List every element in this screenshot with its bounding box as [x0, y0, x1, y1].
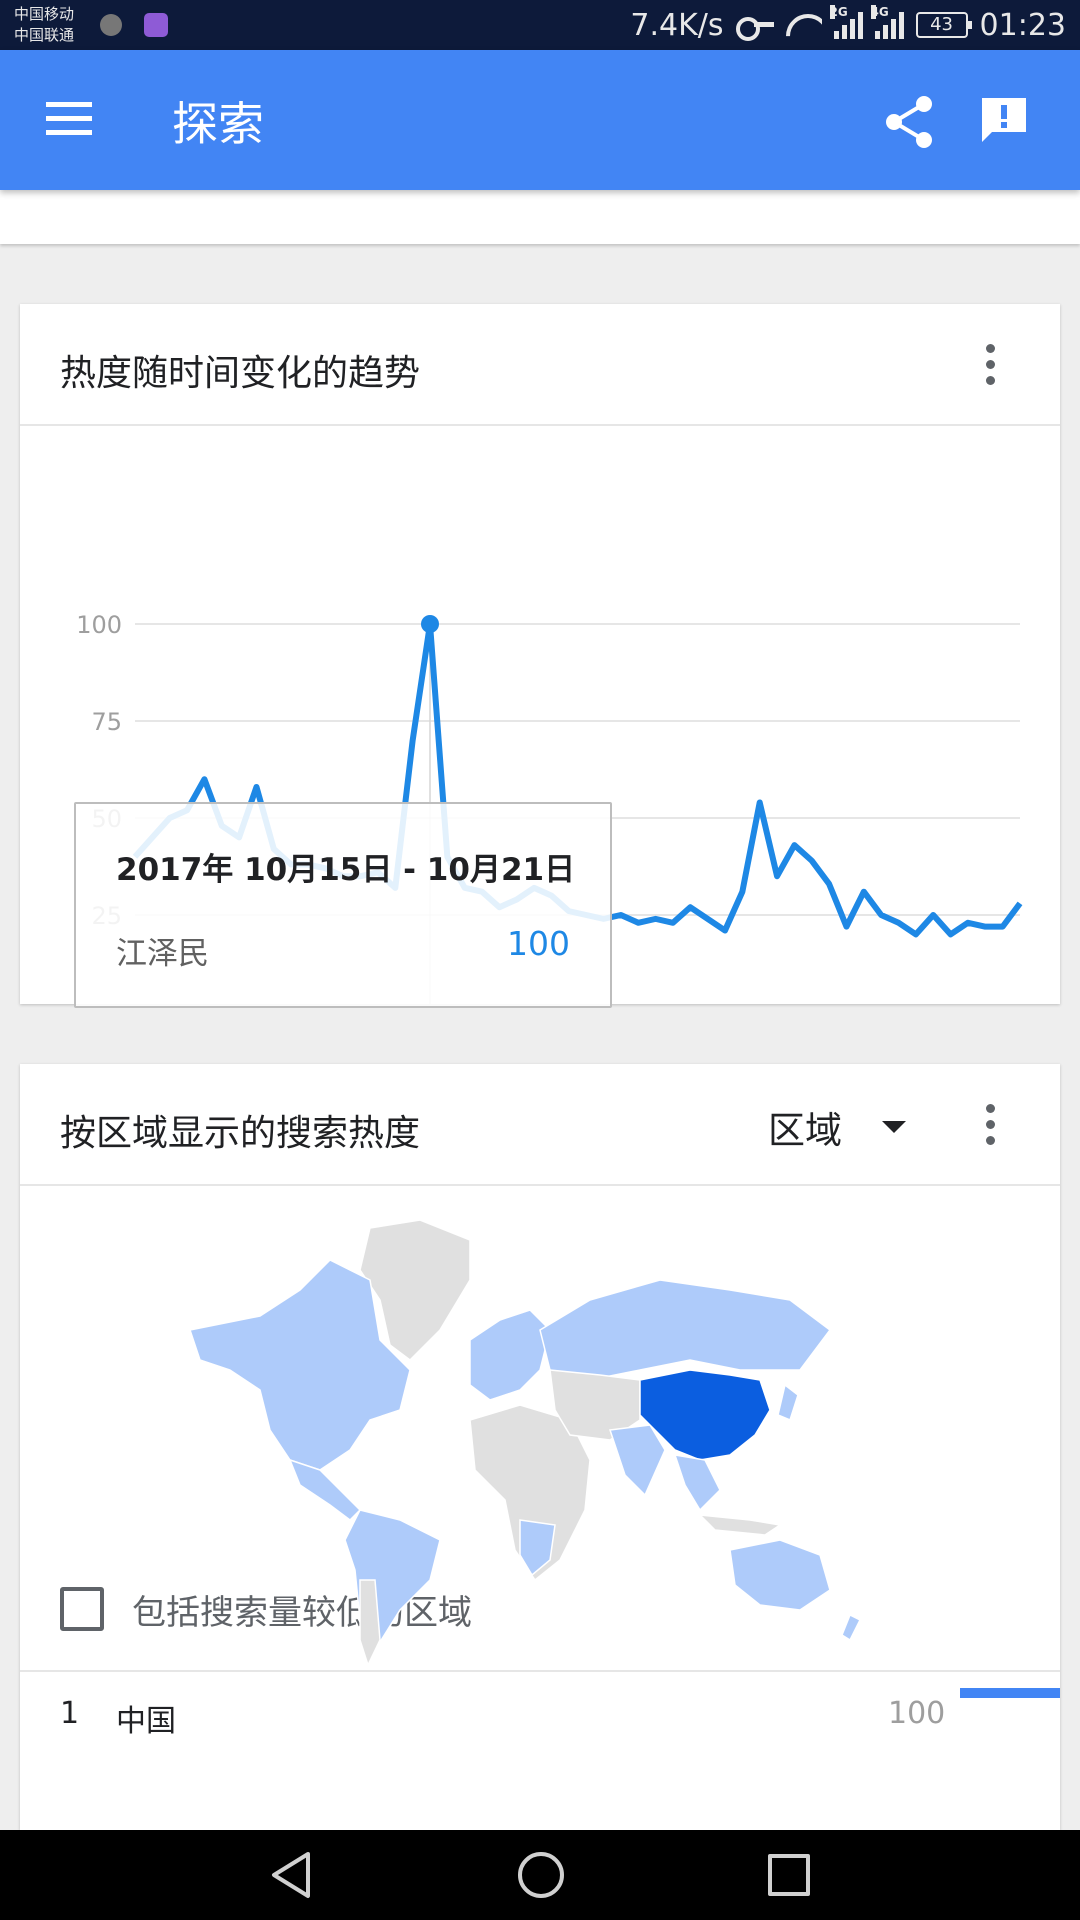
map-russia	[539, 1279, 832, 1381]
map-new-zealand	[841, 1613, 862, 1642]
trend-card: 热度随时间变化的趋势 1007550252017年6月18...2017年11月…	[20, 304, 1060, 1008]
low-volume-option[interactable]: 包括搜索量较低的区域	[60, 1584, 472, 1634]
wechat-icon	[100, 14, 122, 36]
tooltip-series-name: 江泽民	[116, 936, 209, 972]
battery-icon: 43	[915, 12, 972, 38]
highlight-point[interactable]	[421, 615, 439, 633]
map-south-africa	[519, 1519, 556, 1577]
wifi-icon	[786, 12, 822, 38]
region-row[interactable]: 1 中国 100	[60, 1684, 1060, 1744]
tooltip-date: 2017年 10月15日 - 10月21日	[116, 852, 576, 888]
carrier-labels: 中国移动 中国联通	[14, 4, 74, 46]
region-value-bar	[960, 1688, 1060, 1698]
home-icon[interactable]	[518, 1852, 564, 1898]
carrier-1: 中国移动	[14, 5, 75, 23]
map-japan	[777, 1383, 799, 1422]
map-indonesia	[697, 1514, 782, 1536]
region-dropdown[interactable]: 区域	[768, 1104, 906, 1152]
gallery-icon	[144, 13, 168, 37]
chart-tooltip: 2017年 10月15日 - 10月21日 江泽民 100	[74, 802, 612, 1008]
trend-card-header: 热度随时间变化的趋势	[20, 304, 1060, 426]
y-tick-label: 100	[76, 611, 122, 639]
region-name: 中国	[116, 1704, 176, 1739]
world-map	[189, 1220, 862, 1668]
vpn-key-icon	[735, 15, 774, 41]
map-europe	[469, 1309, 551, 1401]
region-card-title: 按区域显示的搜索热度	[60, 1113, 421, 1154]
map-india	[608, 1424, 666, 1497]
map-north-america	[189, 1259, 411, 1471]
more-vert-icon[interactable]	[986, 344, 996, 386]
system-nav-bar	[0, 1830, 1080, 1920]
app-bar: 探索	[0, 50, 1080, 190]
region-card-header: 按区域显示的搜索热度 区域	[20, 1064, 1060, 1186]
map-australia	[729, 1539, 831, 1611]
tab-strip	[0, 190, 1080, 244]
tooltip-value: 100	[507, 924, 570, 963]
map-southeast-asia	[673, 1454, 721, 1512]
region-rank: 1	[60, 1696, 80, 1731]
signal-icon: 2G	[829, 5, 863, 39]
carrier-2: 中国联通	[14, 26, 75, 44]
low-volume-checkbox-label: 包括搜索量较低的区域	[132, 1592, 472, 1633]
map-central-america	[288, 1458, 362, 1521]
more-vert-icon[interactable]	[986, 1104, 996, 1146]
trend-card-title: 热度随时间变化的趋势	[60, 353, 421, 394]
signal-2-generation: 4G	[870, 5, 889, 19]
y-tick-label: 75	[91, 708, 122, 736]
low-volume-checkbox[interactable]	[60, 1587, 104, 1631]
region-value: 100	[888, 1696, 946, 1731]
back-icon[interactable]	[268, 1850, 314, 1900]
map-africa	[469, 1404, 591, 1582]
clock: 01:23	[979, 7, 1066, 43]
map-china	[639, 1369, 771, 1461]
page-title: 探索	[172, 97, 264, 151]
signal-1-generation: 2G	[829, 5, 848, 19]
divider	[20, 1670, 1060, 1672]
menu-icon[interactable]	[46, 102, 92, 136]
region-dropdown-value: 区域	[768, 1109, 842, 1152]
dropdown-caret-icon	[882, 1121, 906, 1133]
recent-apps-icon[interactable]	[768, 1854, 810, 1896]
feedback-icon[interactable]	[978, 94, 1030, 146]
status-bar: 中国移动 中国联通 7.4K/s 2G 4G 43 01:23	[0, 0, 1080, 50]
net-speed: 7.4K/s	[630, 7, 724, 43]
share-icon[interactable]	[884, 94, 936, 150]
signal-icon: 4G	[870, 5, 904, 39]
map-south-america-south	[359, 1579, 381, 1668]
